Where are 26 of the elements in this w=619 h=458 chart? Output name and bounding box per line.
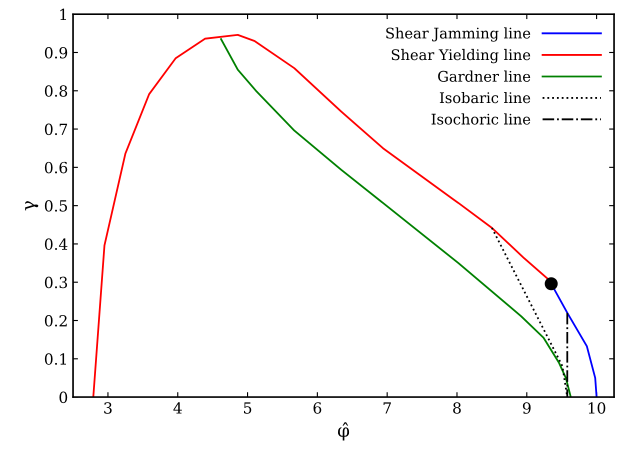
y-tick-label: 0 bbox=[59, 392, 68, 404]
y-tick-label: 0.1 bbox=[44, 353, 66, 365]
y-tick-label: 1 bbox=[60, 8, 66, 20]
y-axis-title: γ bbox=[25, 201, 38, 210]
x-tick-label: 9 bbox=[522, 402, 531, 414]
y-tick-label: 0.2 bbox=[44, 314, 67, 327]
x-tick-label: 8 bbox=[453, 402, 461, 414]
x-tick-label: 4 bbox=[173, 402, 182, 414]
x-tick-label: 3 bbox=[104, 402, 112, 414]
y-tick-label: 0.5 bbox=[44, 200, 67, 212]
legend-label: Isobaric line bbox=[440, 92, 530, 104]
x-axis-title: φ̂ bbox=[338, 422, 350, 440]
x-tick-label: 5 bbox=[244, 402, 252, 414]
y-tick-label: 0.4 bbox=[44, 238, 68, 250]
y-tick-label: 0.3 bbox=[44, 276, 68, 288]
y-tick-label: 0.8 bbox=[44, 85, 68, 97]
legend-label: Shear Yielding line bbox=[392, 48, 530, 64]
x-tick-label: 7 bbox=[384, 402, 391, 414]
x-tick-label: 10 bbox=[588, 402, 606, 414]
legend-label: Shear Jamming line bbox=[386, 27, 530, 42]
y-tick-label: 0.9 bbox=[44, 46, 68, 59]
x-tick-label: 6 bbox=[314, 402, 322, 414]
y-tick-label: 0.7 bbox=[44, 124, 68, 136]
legend-label: Gardner line bbox=[438, 70, 530, 82]
legend-label: Isochoric line bbox=[432, 113, 530, 125]
y-tick-label: 0.6 bbox=[44, 162, 68, 174]
